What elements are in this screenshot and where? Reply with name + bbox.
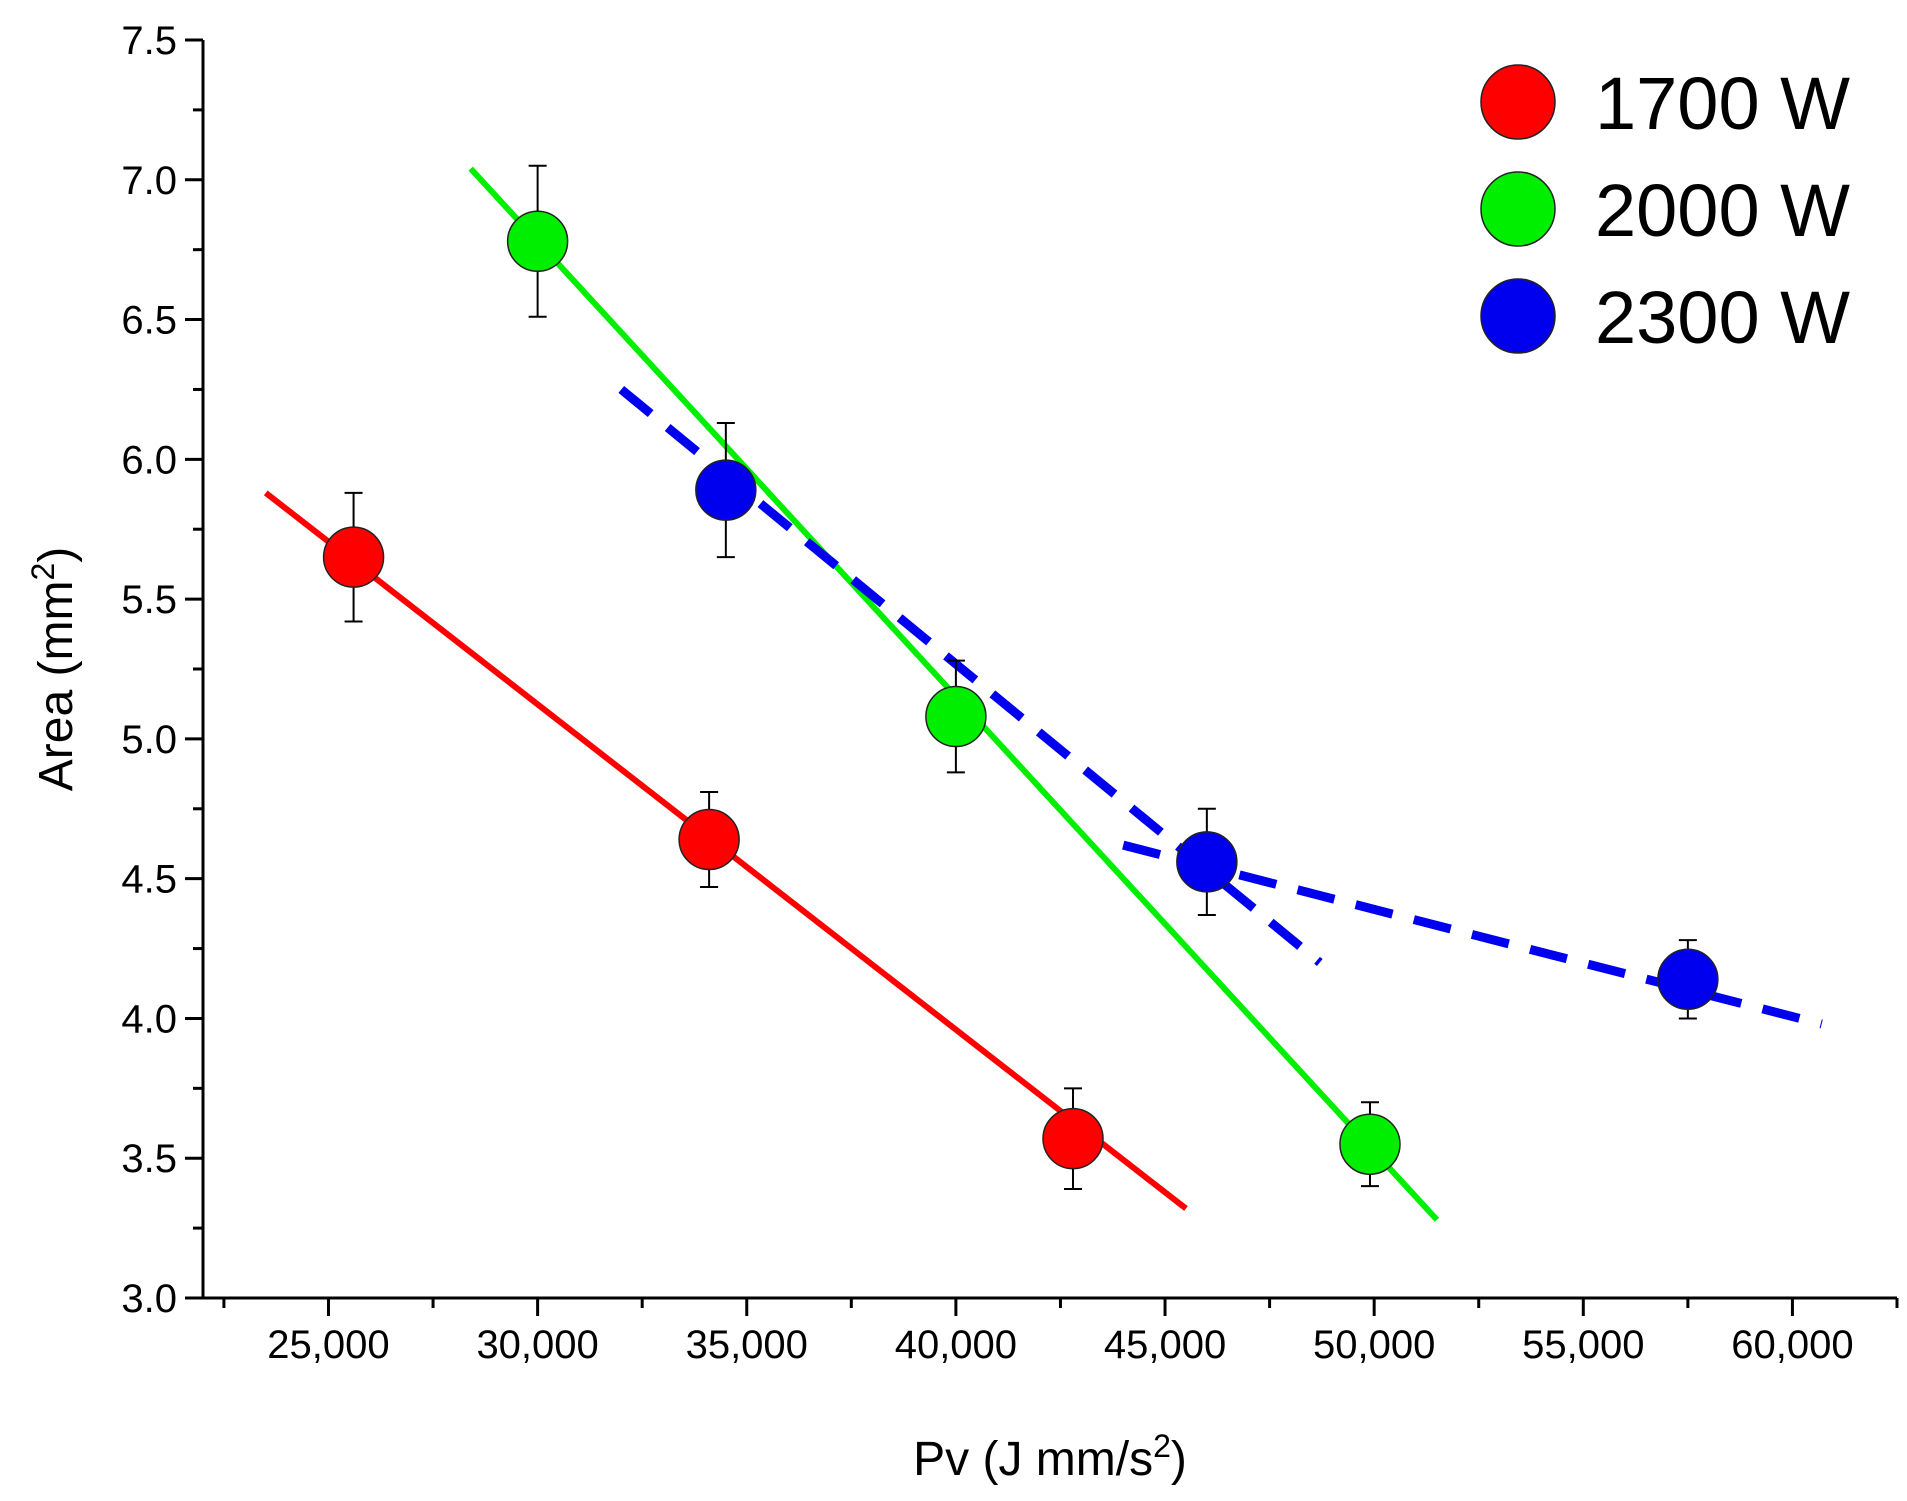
data-point [1339, 1113, 1401, 1175]
y-tick-label: 6.0 [121, 438, 177, 482]
y-tick-label: 7.0 [121, 159, 177, 203]
x-tick-label: 55,000 [1522, 1323, 1644, 1367]
data-point [1042, 1107, 1104, 1170]
x-tick-label: 30,000 [476, 1323, 598, 1367]
data-point [322, 526, 385, 588]
x-tick-label: 50,000 [1313, 1323, 1435, 1367]
x-tick-label: 35,000 [686, 1323, 808, 1367]
data-point [1176, 831, 1238, 893]
data-point [695, 459, 757, 521]
legend-marker [1480, 171, 1556, 247]
y-tick-label: 4.5 [121, 858, 177, 902]
y-axis-title: Area (mm2) [25, 547, 83, 791]
y-tick-label: 3.5 [121, 1137, 177, 1181]
y-tick-label: 4.0 [121, 997, 177, 1041]
legend-marker [1480, 278, 1556, 354]
y-tick-label: 7.5 [121, 19, 177, 63]
legend: 1700 W 2000 W 2300 W [1480, 62, 1850, 359]
data-point [925, 685, 987, 748]
legend-label: 1700 W [1595, 62, 1850, 145]
y-tick-label: 3.0 [121, 1277, 177, 1321]
legend-marker [1480, 64, 1556, 140]
data-point [1657, 948, 1719, 1011]
x-tick-label: 25,000 [267, 1323, 389, 1367]
legend-label: 2300 W [1595, 276, 1850, 359]
data-point [678, 808, 740, 871]
data-points [322, 210, 1719, 1175]
y-tick-label: 6.5 [121, 299, 177, 343]
x-axis-title: Pv (J mm/s2) [913, 1428, 1187, 1486]
legend-label: 2000 W [1595, 169, 1850, 252]
ticks: 3.0 3.5 4.0 4.5 5.0 5.5 6.0 6.5 7.0 7.5 25,000 30,0… [121, 19, 1899, 1367]
y-tick-label: 5.5 [121, 578, 177, 622]
data-point [506, 210, 569, 273]
y-tick-label: 5.0 [121, 718, 177, 762]
x-tick-label: 40,000 [895, 1323, 1017, 1367]
x-tick-label: 45,000 [1104, 1323, 1226, 1367]
x-tick-label: 60,000 [1731, 1323, 1853, 1367]
